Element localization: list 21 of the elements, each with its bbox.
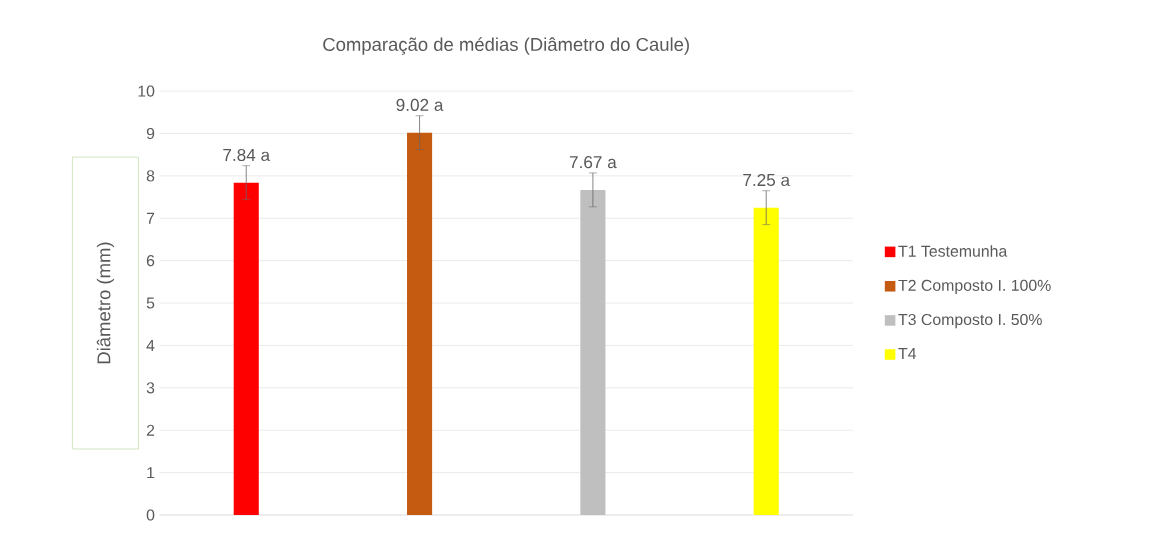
data-label: 7.25 a	[743, 174, 791, 187]
data-label: 7.67 a	[569, 156, 617, 169]
legend-label: T4	[898, 348, 917, 360]
y-tick-label: 8	[146, 170, 155, 182]
y-tick-label: 6	[146, 255, 155, 267]
y-tick-label: 2	[146, 424, 155, 436]
legend-label: T2 Composto I. 100%	[898, 279, 1051, 295]
y-tick-label: 7	[146, 212, 155, 224]
y-tick-label: 0	[146, 509, 155, 521]
y-tick-label: 9	[146, 128, 155, 140]
legend-label: T3 Composto I. 50%	[898, 314, 1042, 329]
chart-title: Comparação de médias (Diâmetro do Caule)	[323, 37, 689, 55]
y-tick-label: 4	[146, 340, 155, 352]
y-tick-label: 5	[146, 297, 155, 309]
y-tick-label: 10	[138, 85, 155, 97]
legend-label: T1 Testemunha	[898, 245, 1008, 257]
y-tick-label: 3	[146, 382, 155, 394]
data-label: 7.84 a	[223, 149, 271, 162]
data-label: 9.02 a	[396, 98, 444, 112]
y-axis-title: Diâmetro (mm)	[96, 242, 115, 364]
y-tick-label: 1	[147, 467, 155, 479]
